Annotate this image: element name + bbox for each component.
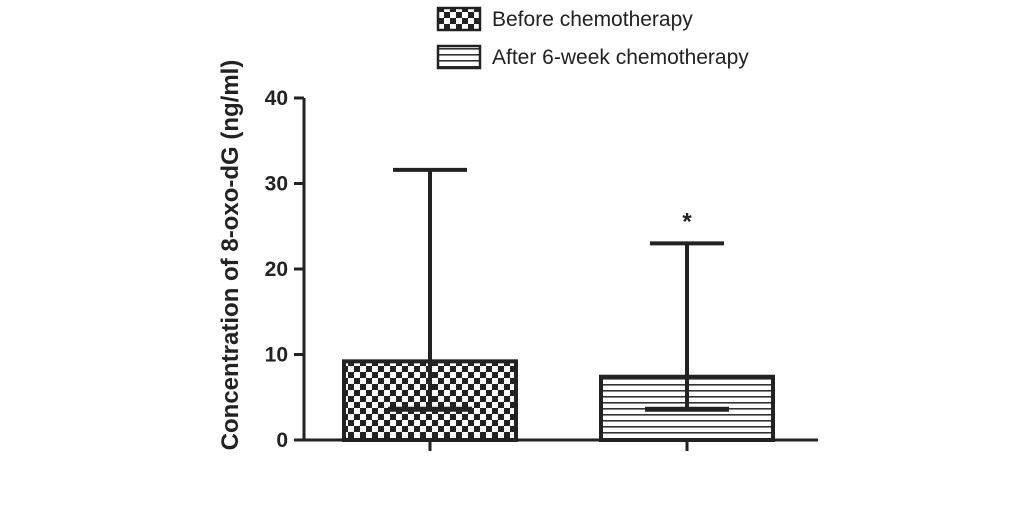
bar-group-1 [342,167,518,451]
y-tick-label-3: 30 [265,173,288,196]
legend-item-after: After 6-week chemotherapy [436,44,749,70]
y-tick-label-2: 20 [265,258,288,281]
y-axis-label: Concentration of 8-oxo-dG (ng/ml) [217,60,244,451]
significance-marker-2: * [682,208,692,235]
y-tick-label-4: 40 [265,87,288,110]
legend-item-before: Before chemotherapy [436,6,693,32]
legend: Before chemotherapy After 6-week chemoth… [436,6,749,70]
bars: * [342,167,775,451]
y-tick-label-0: 0 [276,429,288,452]
legend-label-after: After 6-week chemotherapy [492,46,749,69]
y-tick-label-1: 10 [265,344,288,367]
y-axis: 0 10 20 30 40 [265,87,306,452]
legend-swatch-after [436,44,482,70]
bar-group-2: * [599,208,775,451]
legend-swatch-before [436,6,482,32]
legend-label-before: Before chemotherapy [492,8,693,31]
